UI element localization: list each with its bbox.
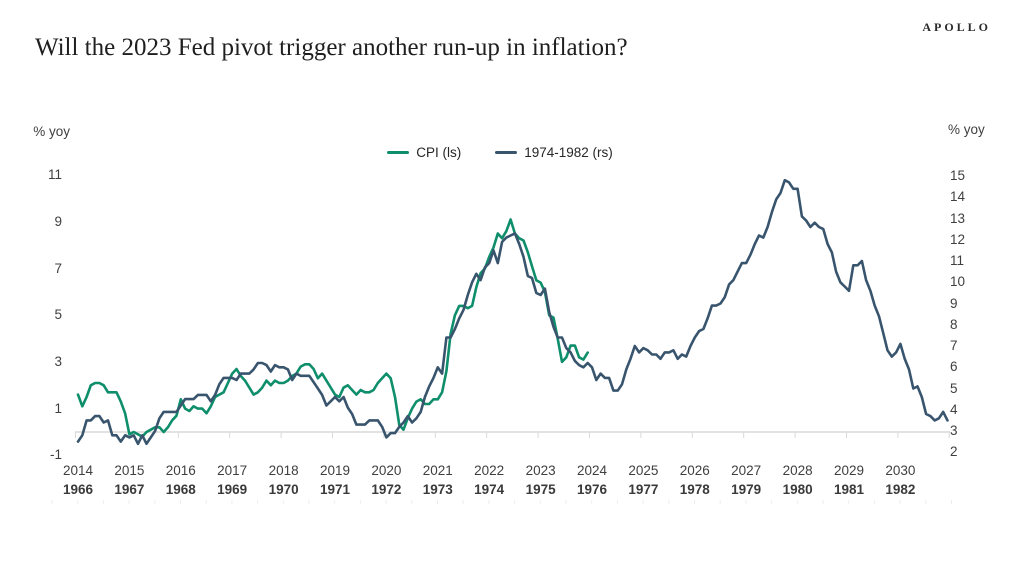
right-axis-tick-label: 6 [950,359,958,375]
left-axis-tick-label: 7 [54,260,62,276]
x-axis-year-label: 2023 [525,463,556,478]
x-axis-year-label: 2014 [62,463,94,478]
x-axis-year-label: 2026 [679,463,710,478]
x-axis-year-label: 2029 [833,463,865,478]
x-axis-year-label: 2022 [474,463,505,478]
x-axis-year-label: 2028 [782,463,813,478]
x-axis-year-label: 2015 [114,463,145,478]
x-axis-year-label: 2024 [576,463,608,478]
right-axis-tick-label: 2 [950,444,958,460]
legend-label-1974-1982: 1974-1982 (rs) [524,145,613,160]
right-axis-tick-label: 14 [950,189,966,205]
right-axis-tick-label: 7 [950,338,958,353]
line-1974-1982 [76,178,949,446]
x-axis-secondary-year-label: 1968 [165,482,196,497]
x-axis-year-label: 2020 [371,463,402,478]
x-axis-secondary-year-label: 1975 [525,482,556,497]
cpi-line-swatch [387,150,410,155]
left-axis-tick-label: 5 [54,307,62,323]
x-axis-secondary-year-label: 1967 [114,482,145,497]
left-axis-tick-label: -1 [49,447,62,463]
right-axis-tick-label: 8 [950,316,958,332]
legend-item-1974-1982: 1974-1982 (rs) [495,145,613,160]
line-1974-1982-swatch [495,150,518,155]
right-axis-tick-label: 13 [950,210,966,226]
x-axis-secondary-year-label: 1966 [62,482,94,497]
right-axis-tick-label: 9 [950,295,958,311]
x-axis-year-label: 2017 [217,463,248,478]
x-axis-year-label: 2027 [731,463,762,478]
x-axis-secondary-year-label: 1978 [679,482,710,497]
x-axis-secondary-year-label: 1970 [268,482,299,497]
legend-item-cpi: CPI (ls) [387,145,461,160]
x-axis-secondary-year-label: 1973 [422,482,453,497]
right-axis-tick-label: 5 [950,380,958,396]
x-axis-year-label: 2016 [165,463,196,478]
x-axis-year-label: 2021 [422,463,453,478]
right-axis-tick-label: 12 [950,231,966,247]
chart-legend: CPI (ls) 1974-1982 (rs) [0,145,1000,160]
left-axis-unit: % yoy [33,124,70,139]
right-axis-tick-label: 3 [950,423,958,438]
x-axis-secondary-year-label: 1976 [576,482,608,497]
x-axis-secondary-year-label: 1981 [833,482,865,497]
x-axis-year-label: 2018 [268,463,299,478]
x-axis-secondary-year-label: 1972 [371,482,402,497]
x-axis-secondary-year-label: 1969 [217,482,248,497]
legend-label-cpi: CPI (ls) [416,145,462,160]
x-axis-secondary-year-label: 1979 [731,482,762,497]
cpi-line [76,218,590,439]
x-axis-secondary-year-label: 1971 [319,482,351,497]
left-axis-tick-label: 9 [54,213,62,229]
apollo-logo: APOLLO [922,20,991,34]
x-axis-secondary-year-label: 1980 [782,482,813,497]
right-axis-tick-label: 10 [950,274,966,290]
right-axis-tick-label: 11 [950,253,965,268]
right-axis-tick-label: 4 [950,401,958,417]
x-axis-year-label: 2030 [885,463,916,478]
x-axis-year-label: 2019 [319,463,351,478]
x-axis-secondary-year-label: 1974 [474,482,505,497]
left-axis-tick-label: 3 [54,353,62,369]
x-axis-secondary-year-label: 1977 [628,482,659,497]
x-axis-year-label: 2025 [628,463,659,478]
left-axis-tick-label: 1 [54,400,62,416]
left-axis-tick-label: 11 [47,167,62,183]
x-axis-secondary-year-label: 1982 [885,482,916,497]
right-axis-unit: % yoy [948,122,985,137]
right-axis-tick-label: 15 [950,168,966,183]
page-title: Will the 2023 Fed pivot trigger another … [35,34,628,61]
